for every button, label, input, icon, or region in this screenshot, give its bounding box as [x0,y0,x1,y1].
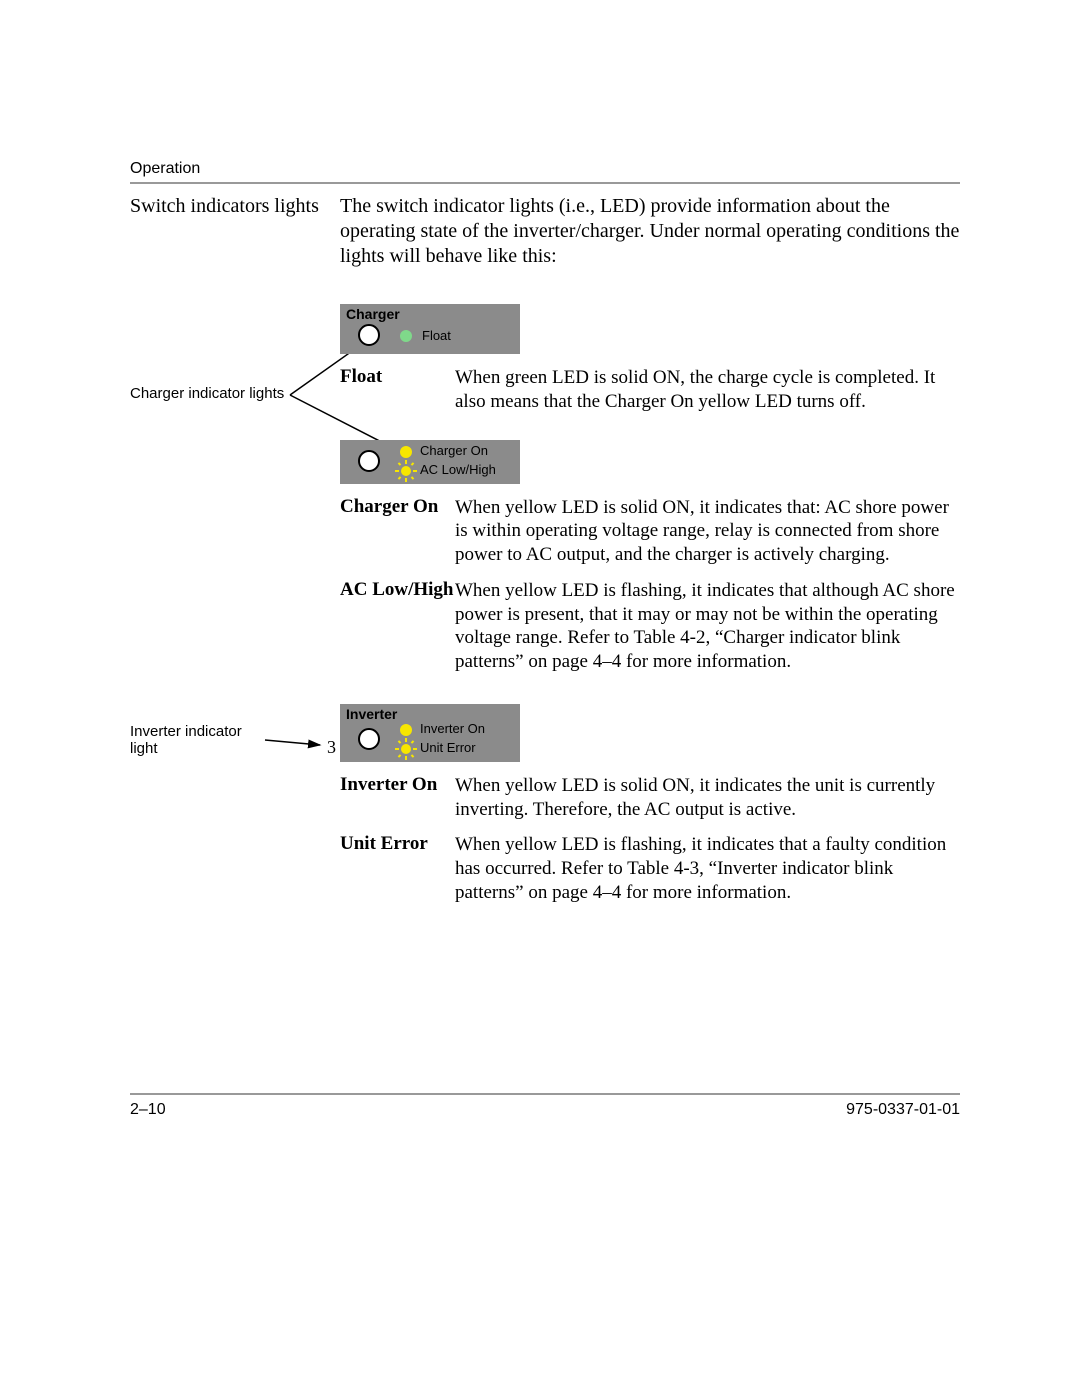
term-inverteron: Inverter On [340,774,455,822]
desc-chargeron: When yellow LED is solid ON, it indicate… [455,496,960,567]
inverteron-led-label: Inverter On [420,721,485,736]
page-number: 2–10 [130,1101,166,1119]
callout-charger: Charger indicator lights [130,385,290,402]
header-rule [130,182,960,184]
desc-aclowhigh: When yellow LED is flashing, it indicate… [455,579,960,674]
desc-inverteron: When yellow LED is solid ON, it indicate… [455,774,960,822]
switch-hole-icon [358,728,380,750]
def-inverteron: Inverter On When yellow LED is solid ON,… [340,774,960,822]
side-heading: Switch indicators lights [130,194,340,269]
footer-row: 2–10 975-0337-01-01 [130,1101,960,1119]
def-aclowhigh: AC Low/High When yellow LED is flashing,… [340,579,960,674]
doc-number: 975-0337-01-01 [846,1101,960,1119]
float-led-label: Float [422,328,451,343]
callout-inverter: Inverter indicator light [130,723,265,757]
chargeron-led-label: Charger On [420,443,488,458]
def-chargeron: Charger On When yellow LED is solid ON, … [340,496,960,567]
switch-hole-icon [358,450,380,472]
page-content: Operation Switch indicators lights The s… [130,160,960,905]
panel-title-charger: Charger [346,306,400,322]
chargeron-led-icon [400,446,412,458]
intro-row: Switch indicators lights The switch indi… [130,194,960,269]
term-uniterror: Unit Error [340,833,455,904]
num-3: 3 [327,737,336,758]
switch-hole-icon [358,324,380,346]
float-led-icon [400,330,412,342]
uniterror-led-label: Unit Error [420,740,476,755]
panel-charger-on: Charger On AC Low/High [340,440,520,484]
term-aclowhigh: AC Low/High [340,579,455,674]
header: Operation [130,160,960,184]
panel-inverter: Inverter Inverter On Unit Error [340,704,520,762]
panel-charger-float: Charger Float [340,304,520,354]
inverteron-led-icon [400,724,412,736]
intro-text: The switch indicator lights (i.e., LED) … [340,194,960,269]
panel-title-inverter: Inverter [346,706,397,722]
section-label: Operation [130,160,960,178]
desc-uniterror: When yellow LED is flashing, it indicate… [455,833,960,904]
aclowhigh-led-label: AC Low/High [420,462,496,477]
def-float: Float When green LED is solid ON, the ch… [340,366,960,414]
term-float: Float [340,366,455,414]
term-chargeron: Charger On [340,496,455,567]
aclowhigh-led-icon [397,462,415,480]
footer: 2–10 975-0337-01-01 [130,1093,960,1119]
def-uniterror: Unit Error When yellow LED is flashing, … [340,833,960,904]
content-column: Charger Float Float When green LED is so… [340,304,960,905]
uniterror-led-icon [397,740,415,758]
footer-rule [130,1093,960,1095]
desc-float: When green LED is solid ON, the charge c… [455,366,960,414]
